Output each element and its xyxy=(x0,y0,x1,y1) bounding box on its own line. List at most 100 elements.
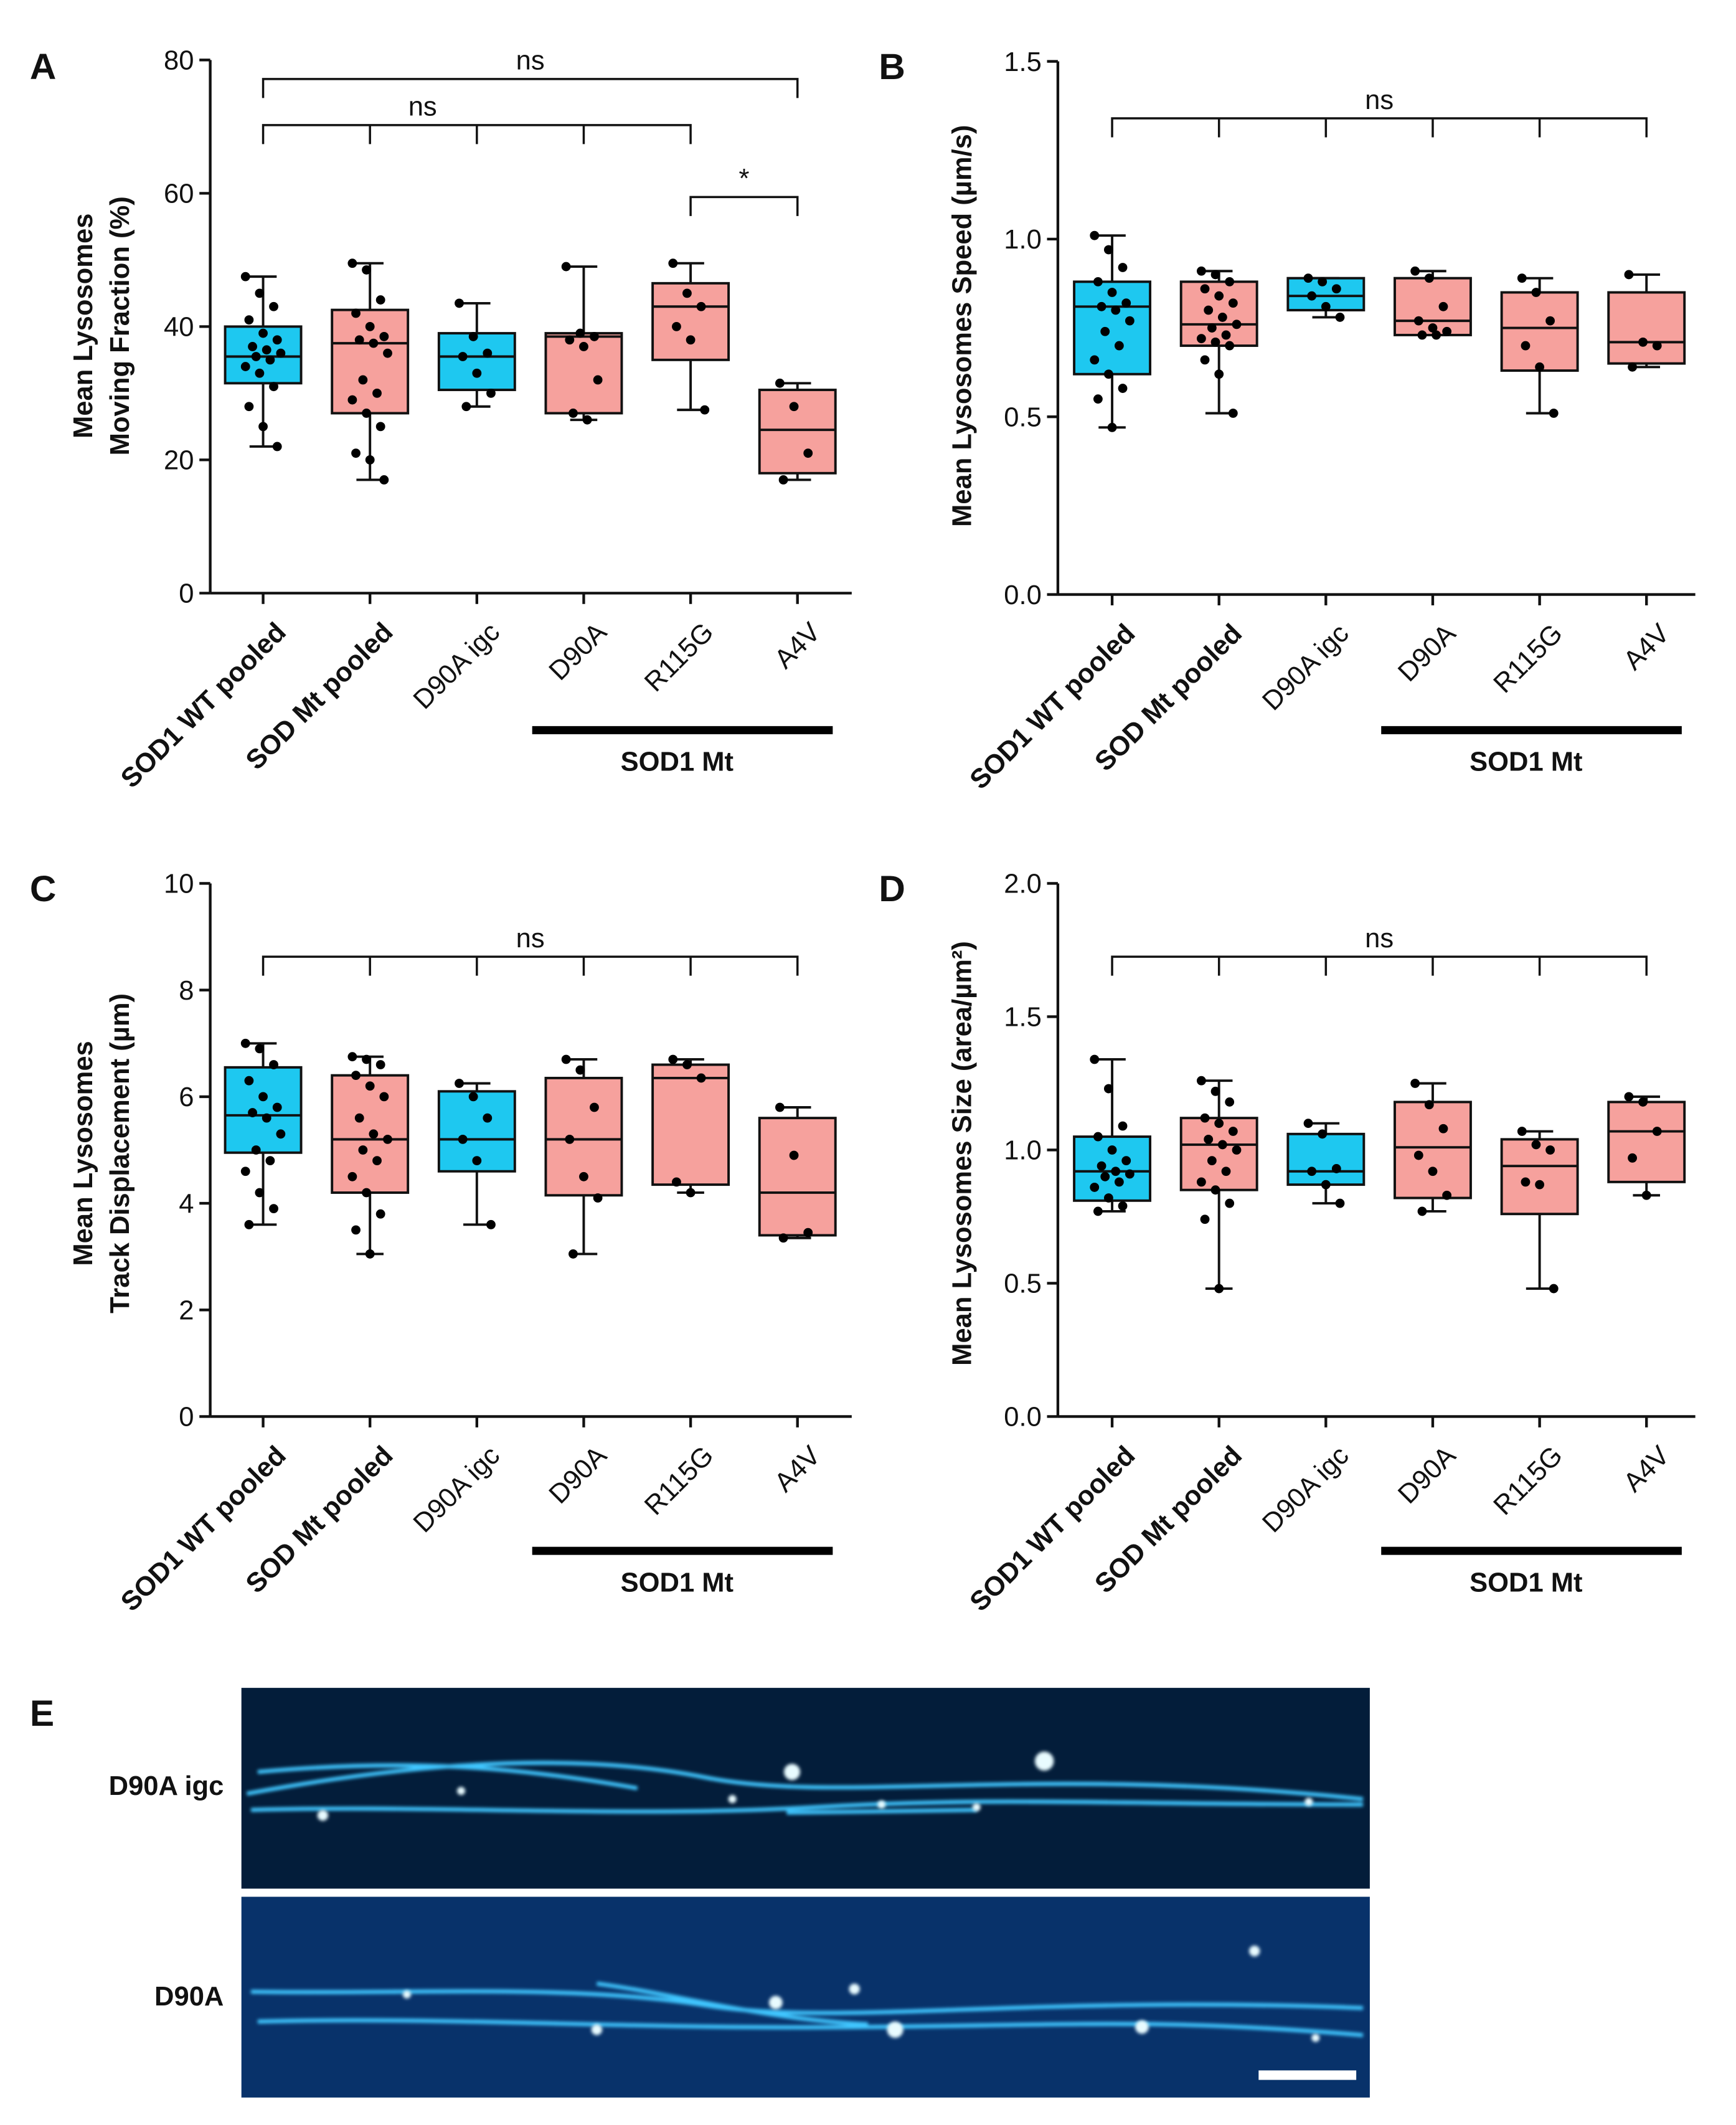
data-point xyxy=(1111,305,1121,315)
data-point xyxy=(1093,1206,1103,1216)
chart-panel: A Mean Lysosomes Moving Fraction (%) 0 20 40 6… xyxy=(30,46,852,794)
group-label: SOD1 Mt xyxy=(621,747,734,777)
data-point xyxy=(1225,1097,1235,1107)
significance-label: ns xyxy=(516,924,545,954)
box xyxy=(331,1074,410,1194)
data-point xyxy=(244,1076,254,1086)
data-point xyxy=(365,1081,375,1091)
data-point xyxy=(1335,1198,1345,1208)
data-point xyxy=(379,1092,389,1102)
data-point xyxy=(1624,270,1634,280)
data-point xyxy=(1228,1127,1238,1136)
data-point xyxy=(775,378,785,388)
data-point xyxy=(1196,1177,1206,1187)
data-point xyxy=(565,1134,575,1144)
data-point xyxy=(358,375,368,385)
data-point xyxy=(375,1209,385,1219)
data-point xyxy=(1335,313,1345,322)
data-point xyxy=(1090,1183,1100,1192)
data-point xyxy=(269,1204,278,1214)
y-tick-label: 80 xyxy=(164,46,194,76)
row-label: D90A igc xyxy=(109,1771,224,1801)
data-point xyxy=(276,1129,286,1139)
data-point xyxy=(803,448,813,458)
data-point xyxy=(1204,305,1214,315)
data-point xyxy=(483,1113,493,1123)
x-tick-label: R115G xyxy=(1488,1441,1569,1521)
box xyxy=(651,1063,730,1186)
x-tick-label: D90A igc xyxy=(408,1441,506,1538)
significance-label: ns xyxy=(408,92,437,122)
data-point xyxy=(1093,394,1103,404)
box xyxy=(437,332,516,391)
data-point xyxy=(240,1038,250,1048)
panel-label: B xyxy=(879,47,905,87)
data-point xyxy=(1221,1167,1231,1176)
panel-label: A xyxy=(30,47,56,87)
data-point xyxy=(1549,1284,1559,1294)
data-point xyxy=(276,348,286,358)
data-point xyxy=(379,475,389,485)
box xyxy=(1607,291,1686,365)
data-point xyxy=(351,1225,361,1235)
data-point xyxy=(1535,362,1545,372)
data-point xyxy=(568,409,578,418)
data-point xyxy=(1214,369,1224,379)
data-point xyxy=(383,1134,392,1144)
data-point xyxy=(1438,301,1448,311)
data-point xyxy=(351,448,361,458)
x-tick-label: A4V xyxy=(1618,618,1675,676)
y-axis-label: Mean Lysosomes xyxy=(68,1041,98,1266)
data-point xyxy=(1214,1119,1224,1129)
data-point xyxy=(1125,316,1135,326)
data-point xyxy=(262,345,271,355)
data-point xyxy=(1114,1177,1124,1187)
data-point xyxy=(362,265,371,275)
data-point xyxy=(696,301,706,311)
data-point xyxy=(347,1052,357,1062)
data-point xyxy=(1442,326,1452,336)
data-point xyxy=(483,348,493,358)
x-tick-label: A4V xyxy=(1618,1441,1675,1498)
data-point xyxy=(778,475,788,485)
data-point xyxy=(593,1193,603,1203)
data-point xyxy=(1517,273,1527,283)
data-point xyxy=(372,388,382,398)
data-point xyxy=(486,1219,496,1229)
y-axis-label: Mean Lysosomes xyxy=(68,214,98,438)
data-point xyxy=(369,338,379,348)
y-tick-label: 1.0 xyxy=(1004,1136,1042,1166)
data-point xyxy=(1638,1097,1648,1107)
data-point xyxy=(1103,1193,1113,1203)
data-point xyxy=(1217,313,1227,322)
data-point xyxy=(362,1054,371,1064)
data-point xyxy=(1428,323,1438,333)
x-tick-label: D90A igc xyxy=(408,617,506,715)
data-point xyxy=(561,1054,571,1064)
data-point xyxy=(775,1102,785,1112)
data-point xyxy=(1103,1084,1113,1094)
data-point xyxy=(1093,1132,1103,1142)
data-point xyxy=(258,328,268,338)
significance-label: ns xyxy=(1365,924,1394,954)
data-point xyxy=(458,352,468,361)
data-point xyxy=(1210,1086,1220,1096)
data-point xyxy=(255,1044,265,1054)
data-point xyxy=(1225,341,1235,351)
data-point xyxy=(1628,362,1637,372)
group-label: SOD1 Mt xyxy=(1469,747,1582,777)
box xyxy=(437,1090,516,1173)
data-point xyxy=(375,1060,385,1069)
significance-bracket xyxy=(1111,117,1648,138)
y-tick-label: 1.0 xyxy=(1004,225,1042,255)
significance-bracket xyxy=(262,78,799,98)
x-tick-label: D90A xyxy=(544,617,613,686)
data-point xyxy=(354,1113,364,1123)
box xyxy=(758,1117,837,1237)
x-tick-label: D90A xyxy=(1392,618,1461,688)
data-point xyxy=(1413,1150,1423,1160)
x-tick-label: R115G xyxy=(639,1441,719,1521)
data-point xyxy=(1200,1214,1210,1224)
data-point xyxy=(590,332,599,341)
data-point xyxy=(1217,1140,1227,1150)
